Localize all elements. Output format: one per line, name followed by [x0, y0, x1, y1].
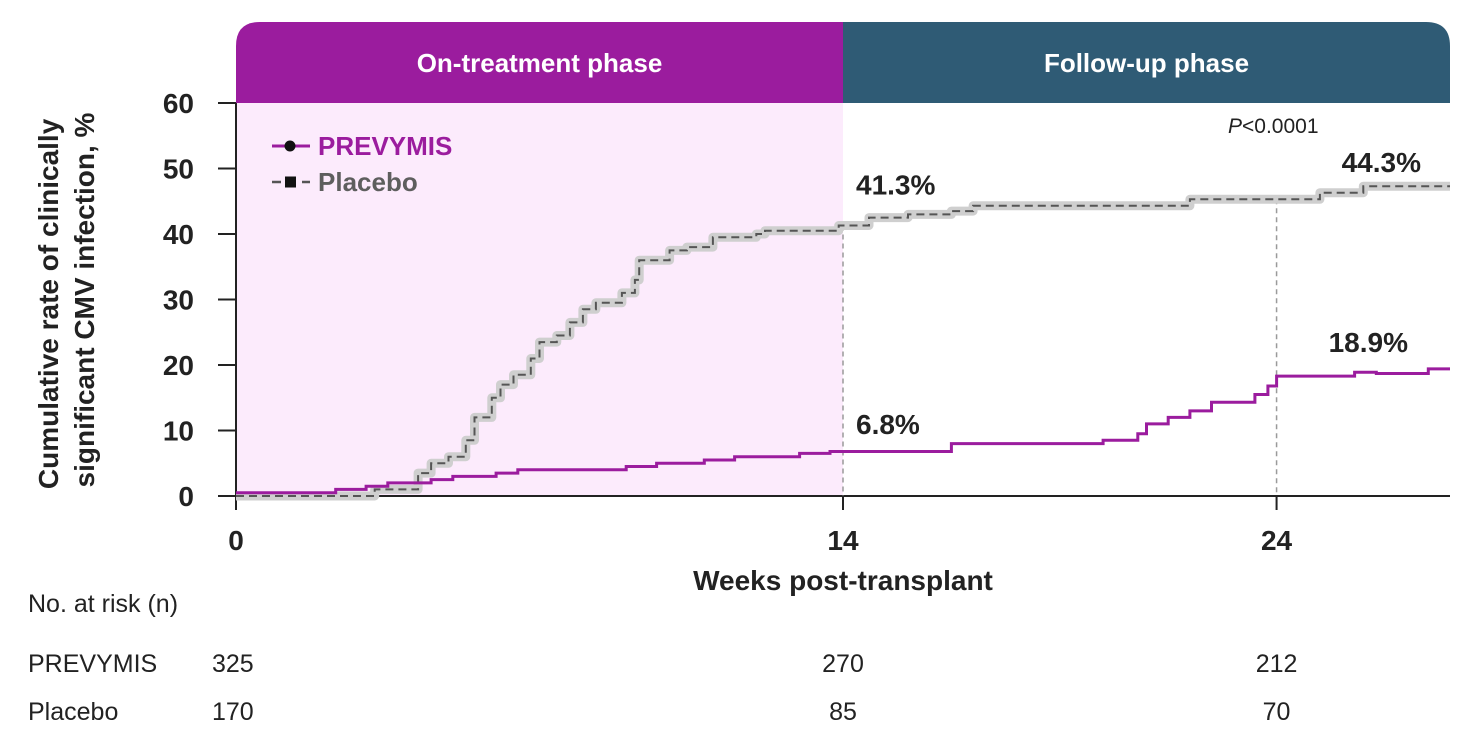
- legend-placebo-marker: [285, 176, 296, 188]
- risk-prevymis-week14: 270: [822, 650, 864, 678]
- x-ticks: 0 14 24: [228, 496, 1293, 556]
- risk-prevymis-week0: 325: [212, 650, 254, 678]
- y-tick-label: 60: [163, 88, 194, 119]
- legend-placebo-label: Placebo: [318, 167, 418, 197]
- y-tick-label: 20: [163, 350, 194, 381]
- annotation-prevymis-week14: 6.8%: [856, 409, 920, 440]
- annotation-prevymis-week24: 18.9%: [1329, 327, 1408, 358]
- y-tick-label: 0: [178, 481, 194, 512]
- x-tick-label: 0: [228, 525, 244, 556]
- y-tick-label: 30: [163, 285, 194, 316]
- on-treatment-shading: [236, 103, 843, 496]
- p-value-symbol: P: [1228, 115, 1242, 138]
- series-layer: [236, 181, 1450, 501]
- legend-prevymis-marker: [284, 140, 296, 152]
- p-value: P<0.0001: [1228, 115, 1319, 138]
- on-treatment-phase-bar: [236, 22, 843, 103]
- placebo-curve: [236, 185, 1450, 497]
- y-tick-label: 40: [163, 219, 194, 250]
- risk-row-prevymis-label: PREVYMIS: [28, 650, 157, 678]
- risk-row-placebo-label: Placebo: [28, 698, 118, 726]
- x-axis-title: Weeks post-transplant: [693, 565, 993, 596]
- on-treatment-phase-label: On-treatment phase: [417, 48, 663, 78]
- y-tick-label: 50: [163, 154, 194, 185]
- risk-placebo-week0: 170: [212, 698, 254, 726]
- risk-placebo-week14: 85: [829, 698, 857, 726]
- p-value-number: <0.0001: [1242, 115, 1319, 138]
- follow-up-phase-bar: [843, 22, 1450, 103]
- x-tick-label: 14: [827, 525, 859, 556]
- annotations: 41.3% 6.8% 44.3% 18.9%: [856, 147, 1421, 440]
- legend: PREVYMIS Placebo: [272, 131, 452, 197]
- prevymis-curve: [236, 367, 1450, 495]
- annotation-placebo-week14: 41.3%: [856, 170, 935, 201]
- x-tick-label: 24: [1261, 525, 1293, 556]
- y-ticks: 0 10 20 30 40 50 60: [163, 88, 236, 512]
- y-axis-title: Cumulative rate of clinically significan…: [33, 111, 100, 489]
- y-axis-title-line-2: significant CMV infection, %: [69, 112, 100, 487]
- y-tick-label: 10: [163, 416, 194, 447]
- y-axis-title-line-1: Cumulative rate of clinically: [33, 118, 64, 489]
- risk-placebo-week24: 70: [1263, 698, 1291, 726]
- risk-table: No. at risk (n) PREVYMIS Placebo 325 270…: [28, 590, 1297, 726]
- risk-prevymis-week24: 212: [1256, 650, 1298, 678]
- risk-table-title: No. at risk (n): [28, 590, 178, 618]
- legend-prevymis-label: PREVYMIS: [318, 131, 452, 161]
- annotation-placebo-week24: 44.3%: [1342, 147, 1421, 178]
- follow-up-phase-label: Follow-up phase: [1044, 48, 1249, 78]
